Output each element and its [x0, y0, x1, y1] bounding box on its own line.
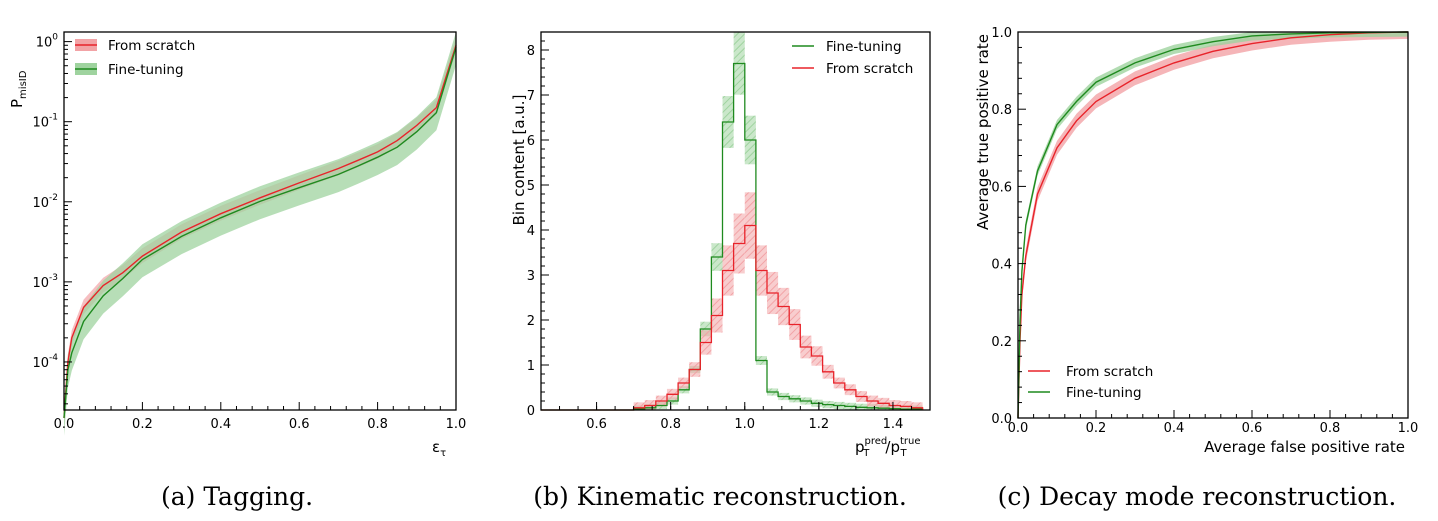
errband-b — [633, 402, 645, 410]
line-a-1 — [63, 47, 457, 418]
xtick-label-b: 0.8 — [660, 417, 681, 432]
ytick-label-b: 4 — [527, 224, 535, 239]
ytick-label-a: 10-1 — [32, 113, 58, 131]
ytick-label-b: 0 — [527, 404, 535, 419]
xtick-label-c: 1.0 — [1398, 421, 1419, 436]
caption-b: (b) Kinematic reconstruction. — [533, 482, 907, 511]
legend-b-from-scratch: From scratch — [826, 61, 913, 77]
panel-b-ylabel: Bin content [a.u.] — [510, 95, 528, 226]
errband-b — [911, 402, 923, 410]
panel-a-frame — [63, 31, 457, 411]
xtick-label-a: 0.0 — [54, 417, 75, 432]
roc-c-0 — [1017, 31, 1409, 419]
errband-b — [867, 404, 879, 410]
caption-c: (c) Decay mode reconstruction. — [998, 482, 1397, 511]
ytick-label-b: 6 — [527, 134, 535, 149]
errband-b — [900, 401, 912, 410]
ytick-label-b: 7 — [527, 89, 535, 104]
panel-c-ylabel: Average true positive rate — [974, 34, 992, 230]
panel-a-xlabel: ετ — [432, 438, 446, 459]
ytick-label-c: 0.4 — [991, 258, 1012, 273]
panel-c-frame — [1017, 31, 1409, 419]
ytick-label-b: 8 — [527, 44, 535, 59]
xtick-label-c: 0.4 — [1164, 421, 1185, 436]
xtick-label-a: 0.8 — [367, 417, 388, 432]
xtick-label-a: 0.4 — [210, 417, 231, 432]
band-a-0 — [64, 37, 456, 425]
hist-b-1 — [541, 224, 924, 411]
ytick-label-a: 10-4 — [32, 353, 58, 371]
xtick-label-c: 0.2 — [1086, 421, 1107, 436]
panel-c-legend: From scratch Fine-tuning — [1028, 364, 1153, 401]
ytick-label-a: 10-2 — [32, 193, 58, 211]
xtick-label-c: 0.8 — [1320, 421, 1341, 436]
legend-c-fine-tuning: Fine-tuning — [1066, 385, 1142, 401]
band-a-1 — [64, 32, 456, 436]
line-a-0 — [63, 45, 457, 418]
caption-a: (a) Tagging. — [161, 482, 313, 511]
panel-b-legend: Fine-tuning From scratch — [792, 39, 913, 77]
xtick-label-a: 0.6 — [289, 417, 310, 432]
xtick-label-b: 1.0 — [734, 417, 755, 432]
xtick-label-a: 1.0 — [446, 417, 467, 432]
legend-a-fine-tuning: Fine-tuning — [108, 62, 184, 78]
ytick-label-c: 0.2 — [991, 335, 1012, 350]
ytick-label-b: 5 — [527, 179, 535, 194]
legend-c-from-scratch: From scratch — [1066, 364, 1153, 380]
legend-a-from-scratch: From scratch — [108, 38, 195, 54]
xtick-label-b: 1.4 — [883, 417, 904, 432]
panel-c-decay-mode: 0.0 0.2 0.4 0.6 0.8 1.0 0.0 0.2 0.4 0.6 0.8 1.0 Ave… — [974, 26, 1418, 511]
ytick-label-b: 3 — [527, 269, 535, 284]
ytick-label-c: 0.8 — [991, 103, 1012, 118]
xtick-label-c: 0.6 — [1242, 421, 1263, 436]
ytick-label-c: 0.6 — [991, 180, 1012, 195]
panel-c-xlabel: Average false positive rate — [1204, 438, 1405, 456]
panel-b-xlabel: ppred T/ptrue T — [855, 436, 921, 459]
panel-a-legend: From scratch Fine-tuning — [75, 38, 195, 78]
band-c-1 — [1018, 32, 1408, 418]
panel-a-tagging: 0.0 0.2 0.4 0.6 0.8 1.0 100 10-1 10-2 10-3 10-4 ετ… — [8, 31, 467, 511]
panel-a-ylabel: PmisID — [8, 70, 29, 108]
xtick-label-c: 0.0 — [1008, 421, 1029, 436]
ytick-label-c: 1.0 — [991, 26, 1012, 41]
ytick-label-c: 0.0 — [991, 412, 1012, 427]
ytick-label-a: 100 — [36, 33, 59, 51]
xtick-label-a: 0.2 — [132, 417, 153, 432]
xtick-label-b: 0.6 — [586, 417, 607, 432]
xtick-label-b: 1.2 — [809, 417, 830, 432]
ytick-label-a: 10-3 — [32, 273, 58, 291]
roc-c-1 — [1017, 31, 1409, 419]
ytick-label-b: 2 — [527, 314, 535, 329]
panel-b-kinematic: 0.6 0.8 1.0 1.2 1.4 0 1 2 3 4 5 6 7 8 ppred T/ptrue T B… — [510, 31, 931, 511]
hist-b-0 — [541, 62, 924, 411]
band-c-0 — [1018, 32, 1408, 418]
ytick-label-b: 1 — [527, 359, 535, 374]
legend-b-fine-tuning: Fine-tuning — [826, 39, 902, 55]
